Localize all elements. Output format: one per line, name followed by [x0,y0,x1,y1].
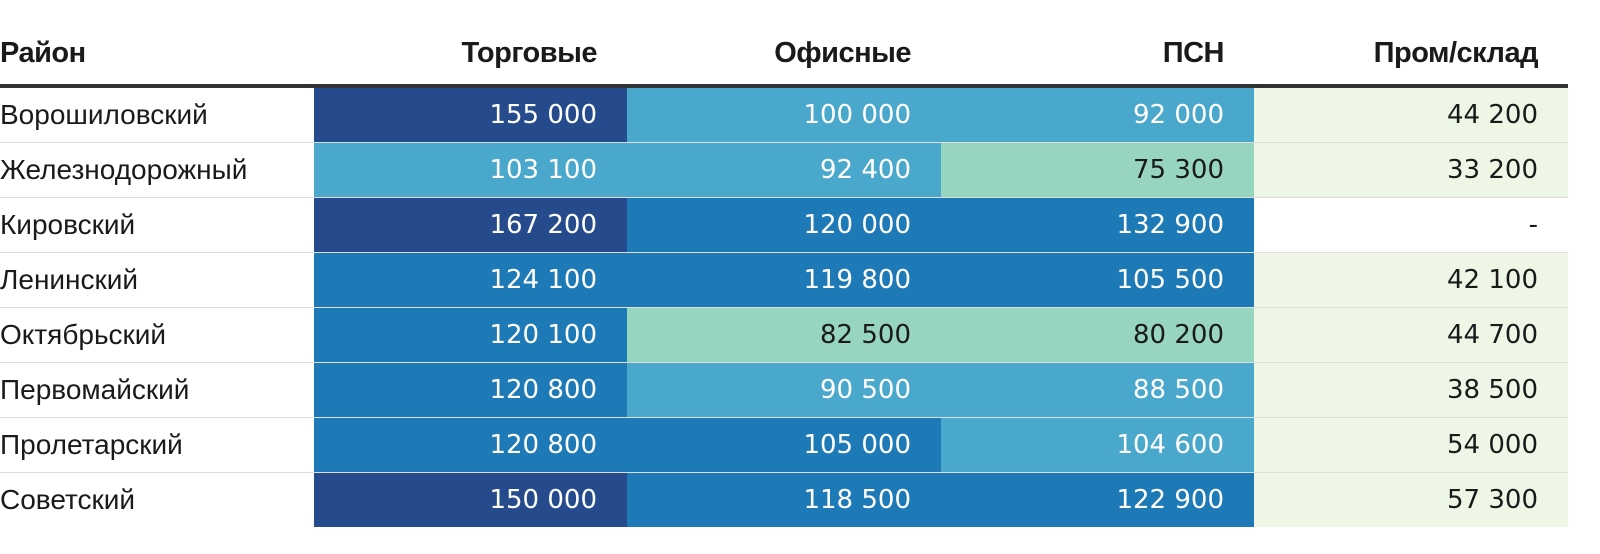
table-row: Первомайский 120 800 90 500 88 500 38 500 [0,362,1568,418]
cell-office: 90 500 [627,362,941,418]
table-row: Кировский 167 200 120 000 132 900- [0,197,1568,253]
cell-retail: 150 000 [314,472,627,527]
heatmap-table: Район Торговые Офисные ПСН Пром/склад Во… [0,22,1568,527]
row-label: Ленинский [0,252,314,308]
table-row: Железнодорожный 103 100 92 400 75 300 33 200 [0,142,1568,198]
cell-office: 92 400 [627,142,941,198]
cell-office: 100 000 [627,86,941,143]
cell-retail: 124 100 [314,252,627,308]
cell-psn: 105 500 [941,252,1254,308]
cell-psn: 104 600 [941,417,1254,473]
cell-industrial: 44 200 [1254,86,1568,143]
cell-industrial: 42 100 [1254,252,1568,308]
cell-industrial: 33 200 [1254,142,1568,198]
cell-psn: 75 300 [941,142,1254,198]
table-row: Пролетарский 120 800 105 000 104 600 54 000 [0,417,1568,473]
column-header-psn[interactable]: ПСН [941,22,1254,88]
cell-industrial: 54 000 [1254,417,1568,473]
cell-psn: 88 500 [941,362,1254,418]
table-row: Октябрьский 120 100 82 500 80 200 44 700 [0,307,1568,363]
table-row: Ворошиловский 155 000 100 000 92 000 44 200 [0,86,1568,143]
cell-office: 119 800 [627,252,941,308]
cell-psn: 132 900 [941,197,1254,253]
row-label: Первомайский [0,362,314,418]
header-row: Район Торговые Офисные ПСН Пром/склад [0,22,1568,88]
cell-psn: 92 000 [941,86,1254,143]
cell-industrial: 38 500 [1254,362,1568,418]
cell-retail: 120 800 [314,417,627,473]
table-row: Советский 150 000 118 500 122 900 57 300 [0,472,1568,527]
row-label: Кировский [0,197,314,253]
cell-office: 118 500 [627,472,941,527]
cell-psn: 122 900 [941,472,1254,527]
cell-industrial: - [1254,197,1568,253]
column-header-district[interactable]: Район [0,22,314,88]
row-label: Железнодорожный [0,142,314,198]
cell-office: 105 000 [627,417,941,473]
cell-retail: 155 000 [314,86,627,143]
cell-retail: 103 100 [314,142,627,198]
row-label: Пролетарский [0,417,314,473]
column-header-office[interactable]: Офисные [627,22,941,88]
cell-industrial: 57 300 [1254,472,1568,527]
cell-office: 82 500 [627,307,941,363]
cell-retail: 167 200 [314,197,627,253]
table-body: Ворошиловский 155 000 100 000 92 000 44 200 Ж… [0,86,1568,527]
cell-psn: 80 200 [941,307,1254,363]
column-header-retail[interactable]: Торговые [314,22,627,88]
cell-retail: 120 100 [314,307,627,363]
table-row: Ленинский 124 100 119 800 105 500 42 100 [0,252,1568,308]
column-header-industrial[interactable]: Пром/склад [1254,22,1568,88]
cell-industrial: 44 700 [1254,307,1568,363]
cell-office: 120 000 [627,197,941,253]
cell-retail: 120 800 [314,362,627,418]
row-label: Советский [0,472,314,527]
row-label: Октябрьский [0,307,314,363]
row-label: Ворошиловский [0,86,314,143]
